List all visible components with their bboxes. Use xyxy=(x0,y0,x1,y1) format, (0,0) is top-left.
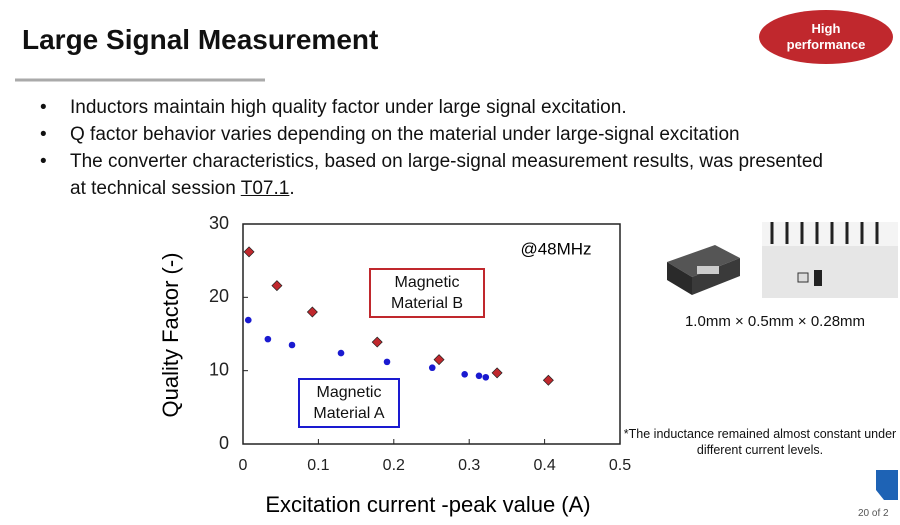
point xyxy=(383,358,391,366)
bullet-text: . xyxy=(289,178,295,199)
point xyxy=(337,349,345,357)
y-tick-label: 20 xyxy=(209,286,229,306)
session-link[interactable]: T07.1 xyxy=(240,178,290,199)
point xyxy=(428,364,436,372)
x-tick-label: 0.3 xyxy=(458,457,480,474)
point xyxy=(461,371,468,378)
point xyxy=(264,335,272,343)
footnote: *The inductance remained almost constant… xyxy=(623,427,897,457)
bullet-text: Inductors maintain high quality factor u… xyxy=(70,97,627,118)
y-tick-label: 30 xyxy=(209,213,229,233)
y-tick-label: 0 xyxy=(219,433,229,453)
x-tick-label: 0.2 xyxy=(383,457,405,474)
series-label: Magnetic Material A xyxy=(298,378,400,428)
badge-shape xyxy=(759,10,893,64)
y-axis-label: Quality Factor (-) xyxy=(158,252,183,417)
annotation: @48MHz xyxy=(520,239,591,258)
point xyxy=(475,372,483,380)
series-label: Magnetic Material B xyxy=(369,268,485,318)
x-axis-label: Excitation current -peak value (A) xyxy=(265,492,590,517)
point xyxy=(433,354,445,366)
x-tick-label: 0.5 xyxy=(609,457,631,474)
point xyxy=(371,336,383,348)
badge: High performance xyxy=(786,21,866,52)
point xyxy=(482,373,490,381)
title: Large Signal Measurement xyxy=(22,24,379,55)
bullet: • Q factor behavior varies depending on t… xyxy=(40,121,840,148)
logo xyxy=(876,470,898,500)
x-tick-label: 0.1 xyxy=(307,457,329,474)
bullet: • Inductors maintain high quality factor … xyxy=(40,94,840,121)
bullet-text: Q factor behavior varies depending on th… xyxy=(70,124,740,145)
page-number: 20 of 2 xyxy=(858,508,889,519)
y-tick-label: 10 xyxy=(209,359,229,379)
point xyxy=(491,367,503,379)
plot-frame xyxy=(242,223,621,445)
image-caption: 1.0mm × 0.5mm × 0.28mm xyxy=(684,313,866,330)
point xyxy=(288,341,296,349)
bullet: • The converter characteristics, based on… xyxy=(40,151,823,199)
chip-image xyxy=(667,245,740,295)
point xyxy=(243,246,255,258)
ruler-image xyxy=(762,222,898,298)
point xyxy=(542,374,554,386)
point xyxy=(306,306,318,318)
x-tick-label: 0.4 xyxy=(533,457,555,474)
point xyxy=(271,280,283,292)
point xyxy=(244,316,252,324)
bullet-text: The converter characteristics, based on … xyxy=(70,151,823,199)
x-tick-label: 0 xyxy=(239,457,248,474)
